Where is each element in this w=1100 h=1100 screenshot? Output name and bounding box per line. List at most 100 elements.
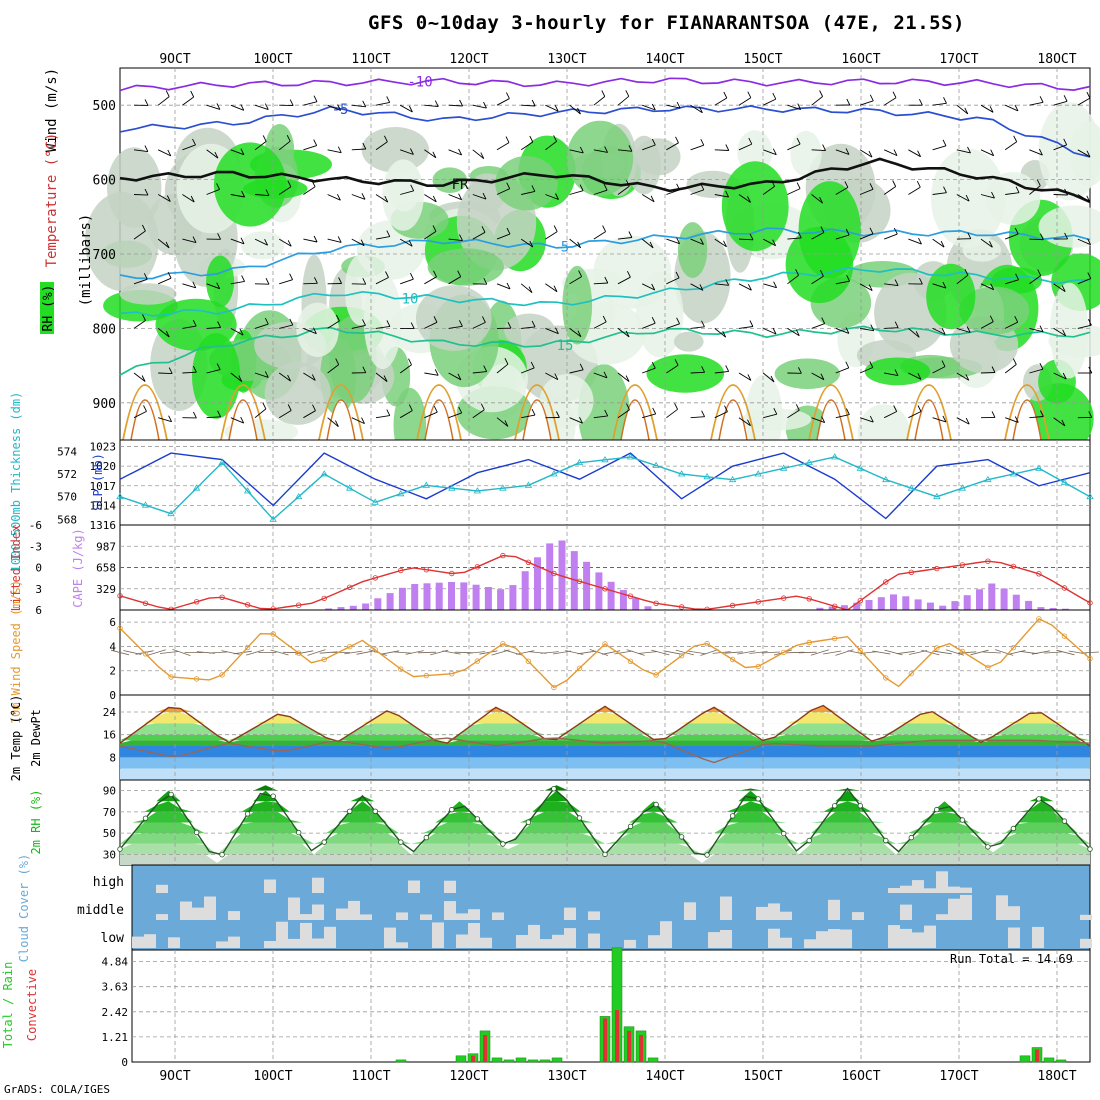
wind-speed-line-marker <box>193 676 200 682</box>
wind-barb-flag <box>264 103 269 110</box>
wind-barb-flag <box>628 145 633 152</box>
wind-barb-flag <box>531 99 536 107</box>
thickness-tick-label: 570 <box>57 491 77 504</box>
wind-barb <box>641 194 655 203</box>
wind-barb-flag <box>337 236 342 243</box>
cloud-bar-middle <box>396 912 408 920</box>
wind-barb-flag <box>749 233 754 241</box>
rh-band-5 <box>120 801 1090 812</box>
wind-barb-flag <box>625 90 630 97</box>
wind-barb-flag <box>1064 232 1069 240</box>
wind-barb-flag <box>144 99 149 106</box>
wind-barb <box>738 283 752 291</box>
cloud-bar-low <box>528 924 540 948</box>
rh-legend-swatch <box>40 282 54 334</box>
wind-barb-flag <box>651 361 656 369</box>
cloud-bar-middle <box>192 907 204 920</box>
cloud-bar-low <box>1008 927 1020 948</box>
wind-barb <box>908 372 922 380</box>
surface-wind-barb <box>454 651 473 654</box>
wind-barb <box>787 274 799 285</box>
wind-barb-flag <box>723 91 728 99</box>
precip-total-bar <box>551 1057 563 1063</box>
wind-barb-flag <box>821 416 826 423</box>
cape-bar <box>1049 608 1057 610</box>
rh-contour-fill <box>427 248 504 286</box>
precip-convective-label: Convective <box>25 969 39 1041</box>
wind-barb <box>763 98 776 106</box>
wind-barb <box>763 413 777 419</box>
cloud-bar-low <box>720 930 732 948</box>
wind-barb <box>980 194 995 199</box>
precip-tick-label: 1.21 <box>102 1031 129 1044</box>
wind-barb <box>617 328 630 338</box>
wind-barb <box>642 322 656 329</box>
wind-barb-flag <box>965 194 970 202</box>
wind-barb <box>230 149 245 156</box>
temp-band-7 <box>120 705 1090 712</box>
wind-barb-flag <box>602 225 607 232</box>
precip-convective-bar <box>603 1018 607 1062</box>
wind-barb <box>206 416 221 419</box>
wind-barb <box>1005 417 1019 423</box>
wind-barb-flag <box>724 405 728 412</box>
wind-barb <box>158 149 171 157</box>
cloud-bar-high <box>888 888 900 893</box>
thickness-line-marker <box>652 461 660 468</box>
wind-barb <box>569 238 581 249</box>
isotherm-line-10 <box>119 266 1091 317</box>
wind-barb <box>1004 141 1017 151</box>
wind-barb <box>1005 192 1020 195</box>
cape-bar <box>398 587 406 610</box>
rh-contour-fill <box>721 161 789 252</box>
wind-speed-line-marker <box>347 644 353 650</box>
wind-barb-flag <box>410 184 415 192</box>
wind-barb-flag <box>747 419 751 426</box>
wind-barb <box>230 372 243 382</box>
lifted-index-line-marker <box>729 602 736 609</box>
rh-label: RH (%) <box>41 285 56 332</box>
top-date-axis: 9OCT 10OCT 11OCT 12OCT 13OCT 14OCT 15OCT 16OCT 1… <box>159 52 1076 67</box>
wind-barb <box>279 324 293 329</box>
wind-barb-flag <box>1088 366 1093 374</box>
thickness-line-marker <box>346 484 354 491</box>
wind-barb <box>278 186 292 195</box>
thickness-line-marker <box>499 484 507 491</box>
cloud-bar-low <box>480 937 492 948</box>
wind-barb <box>569 104 581 115</box>
wind-barb <box>569 276 582 285</box>
wind-barb-flag <box>651 283 656 291</box>
cloud-bar-middle <box>828 899 840 920</box>
cloud-bar-middle <box>300 914 312 920</box>
surface-wind-barb <box>798 651 817 654</box>
lifted-tick-label: 0 <box>35 562 42 575</box>
thickness-line-marker <box>371 498 379 505</box>
wind-barb <box>956 194 970 202</box>
wind-barb <box>520 238 534 248</box>
wind-barb-flag <box>893 227 898 235</box>
wind-barb <box>327 364 339 374</box>
wind-barb <box>1029 238 1044 241</box>
wind-barb <box>690 326 705 329</box>
thickness-line-marker <box>626 453 635 460</box>
wind-barb <box>569 369 584 374</box>
wind-barb-flag <box>434 100 439 107</box>
rh2m-line-marker <box>423 834 429 841</box>
wind-barb <box>569 190 584 195</box>
rh2m-line-marker <box>653 801 659 808</box>
cloud-bar-low <box>216 941 228 948</box>
rh-contour-fill <box>363 273 402 370</box>
wind-barb <box>230 238 245 245</box>
wind-barb <box>375 325 390 329</box>
cape-bar <box>362 603 370 610</box>
cloud-bar-middle <box>756 906 768 920</box>
cape-tick-label: 1316 <box>90 519 117 532</box>
wind-barb-flag <box>989 315 994 322</box>
wind-speed-line-marker <box>398 666 404 672</box>
wind-barb-flag <box>821 317 826 324</box>
cloud-bar-middle <box>288 897 300 920</box>
wind-barb-flag <box>603 371 608 379</box>
cloud-level-label: low <box>101 931 125 946</box>
wind-barb-flag <box>507 321 512 329</box>
wind-barb <box>835 234 850 240</box>
